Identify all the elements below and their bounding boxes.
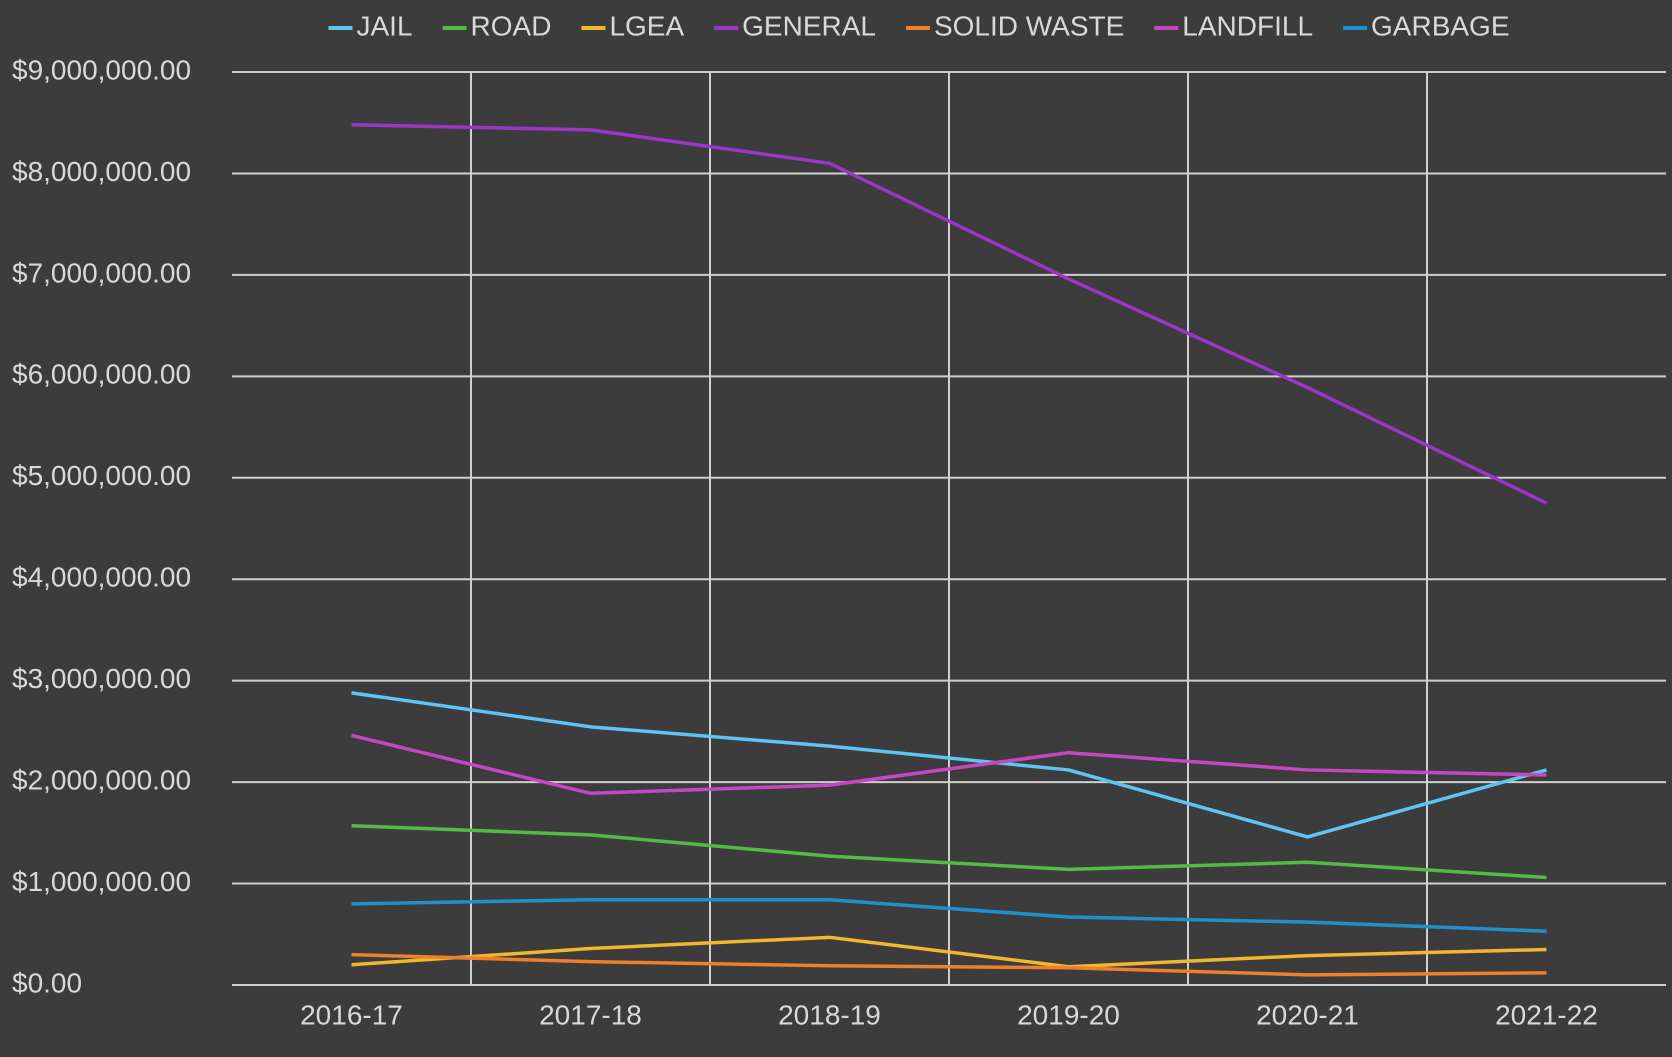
series-line [351,691,1547,839]
y-tick-label: $8,000,000.00 [12,156,191,187]
x-tick-label: 2021-22 [1495,999,1598,1030]
x-tick-label: 2020-21 [1256,999,1359,1030]
series-line [351,823,1547,880]
series-line [351,123,1548,505]
legend-label: JAIL [357,10,413,41]
series-line [351,898,1547,933]
y-tick-label: $1,000,000.00 [12,866,191,897]
legend-label: ROAD [471,10,552,41]
y-tick-label: $9,000,000.00 [12,54,191,85]
y-tick-label: $7,000,000.00 [12,257,191,288]
legend-label: LANDFILL [1182,10,1313,41]
y-tick-label: $4,000,000.00 [12,562,191,593]
y-tick-label: $3,000,000.00 [12,663,191,694]
x-tick-label: 2016-17 [300,999,403,1030]
legend-label: LGEA [609,10,684,41]
legend-label: GARBAGE [1371,10,1509,41]
x-tick-label: 2019-20 [1017,999,1120,1030]
legend: JAIL ROAD LGEA GENERAL SOLID WASTE LANDFILL GA… [328,10,1510,41]
legend-label: GENERAL [742,10,876,41]
legend-label: SOLID WASTE [934,10,1124,41]
series-line [351,733,1547,796]
y-tick-label: $2,000,000.00 [12,765,191,796]
series-line [351,952,1547,977]
y-tick-label: $5,000,000.00 [12,460,191,491]
y-tick-label: $6,000,000.00 [12,359,191,390]
series-line [351,935,1547,969]
x-tick-label: 2018-19 [778,999,881,1030]
y-tick-label: $0.00 [12,967,82,998]
x-tick-label: 2017-18 [539,999,642,1030]
